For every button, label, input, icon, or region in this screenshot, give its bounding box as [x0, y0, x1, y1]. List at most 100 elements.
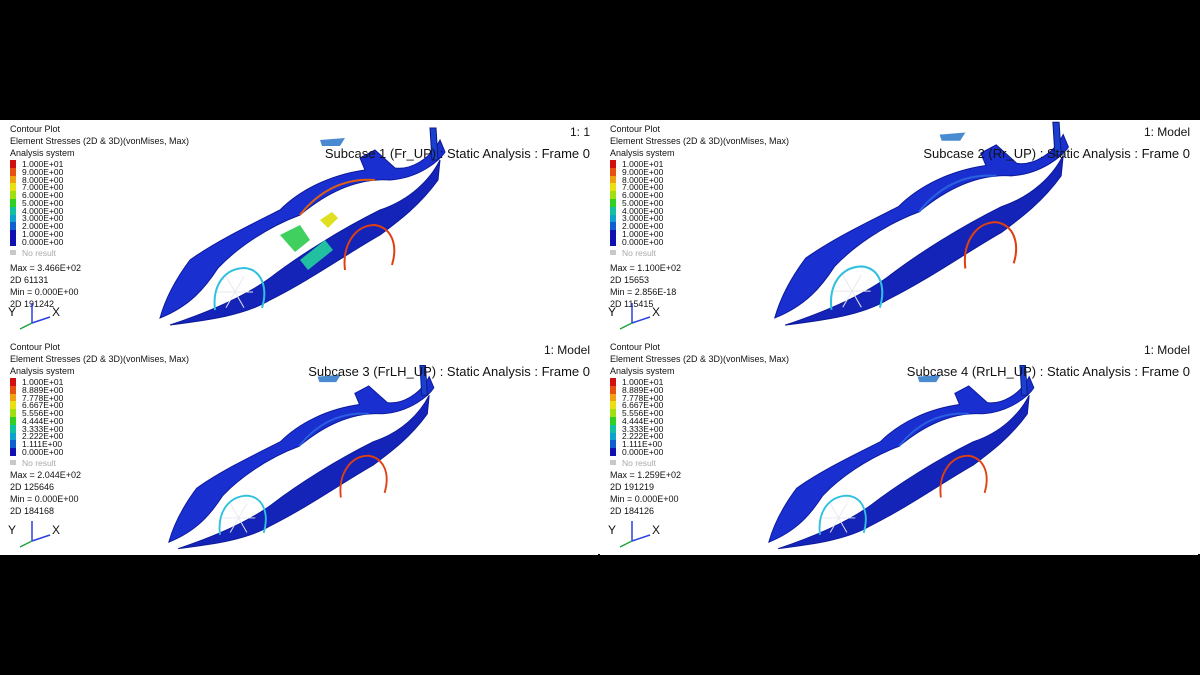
car-chassis-model[interactable]	[0, 120, 598, 337]
header-line: Analysis system	[610, 366, 675, 376]
legend-swatch	[610, 416, 616, 425]
legend-label: 0.000E+00	[22, 447, 64, 458]
mount-strut	[419, 364, 428, 396]
legend-swatch	[10, 385, 16, 394]
result-panel-subcase-2[interactable]: Contour Plot Element Stresses (2D & 3D)(…	[600, 120, 1198, 337]
legend-label: 4.444E+00	[22, 415, 64, 426]
legend-entry: 1.000E+01	[10, 378, 63, 386]
legend-entry: 8.000E+00	[610, 175, 663, 184]
model-title: 1: Model	[1143, 343, 1190, 357]
legend-label: 5.000E+00	[22, 197, 64, 208]
legend-entry: 7.000E+00	[610, 182, 664, 193]
legend-swatch	[610, 175, 616, 184]
legend-entry: 5.000E+00	[610, 199, 663, 207]
stat-line: 2D 125646	[10, 482, 55, 492]
min-max-stats: Max = 1.259E+02 2D 191219 Min = 0.000E+0…	[610, 469, 681, 517]
legend-swatch	[610, 160, 616, 168]
header-line: Analysis system	[610, 148, 675, 158]
legend-swatch	[610, 460, 616, 466]
car-chassis-model[interactable]	[600, 120, 1198, 337]
wheel-spoke	[225, 291, 236, 308]
stat-line: Min = 2.856E-18	[610, 287, 677, 297]
legend-entry: 7.778E+00	[610, 393, 663, 402]
wheel-spoke	[851, 274, 862, 292]
wheel-spoke	[829, 503, 839, 519]
contour-header: Contour Plot Element Stresses (2D & 3D)(…	[610, 123, 789, 159]
car-chassis-model[interactable]	[0, 338, 598, 555]
axis-y-label: Y	[8, 305, 17, 319]
axis-x-label: X	[652, 523, 661, 537]
subcase-title: Subcase 2 (Rr_UP) : Static Analysis : Fr…	[923, 146, 1190, 161]
header-line: Contour Plot	[10, 124, 61, 134]
model-title: 1: Model	[543, 343, 590, 357]
legend-label: 7.000E+00	[622, 182, 664, 193]
legend-label: 6.667E+00	[622, 400, 664, 411]
axis-triad-icon	[19, 303, 51, 330]
legend-entry: 6.667E+00	[10, 401, 63, 410]
legend-label: No result	[622, 457, 657, 468]
legend-entry: 4.000E+00	[10, 206, 63, 215]
contour-header: Contour Plot Element Stresses (2D & 3D)(…	[10, 123, 189, 159]
chassis-body	[168, 364, 435, 550]
legend-label: 1.111E+00	[22, 439, 63, 450]
legend-swatch	[10, 424, 16, 433]
legend-entry: 8.889E+00	[610, 385, 663, 394]
wheel-arch	[939, 454, 988, 498]
legend-entry: 8.000E+00	[10, 175, 63, 184]
legend-entry: 2.222E+00	[610, 432, 663, 441]
legend-swatch	[610, 424, 616, 433]
legend-swatch	[10, 206, 16, 215]
legend-swatch	[10, 222, 16, 231]
legend-label: 0.000E+00	[22, 236, 64, 247]
wheel-spoke	[238, 517, 248, 533]
legend-entry: 1.000E+01	[610, 378, 663, 386]
mount-strut	[1052, 121, 1062, 156]
stat-line: Max = 1.259E+02	[610, 470, 682, 480]
axis-triad-icon	[619, 303, 651, 330]
legend-swatch	[610, 393, 616, 402]
result-panel-subcase-1[interactable]: Contour Plot Element Stresses (2D & 3D)(…	[0, 120, 598, 337]
legend-swatch	[10, 175, 16, 184]
stress-hotspot	[300, 240, 333, 270]
legend-entry: 3.333E+00	[610, 423, 664, 434]
roll-hoop	[898, 412, 969, 447]
legend-entry: 9.000E+00	[10, 167, 63, 176]
legend-no-result: No result	[610, 458, 663, 468]
legend-label: 1.000E+00	[622, 229, 664, 240]
min-max-stats: Max = 2.044E+02 2D 125646 Min = 0.000E+0…	[10, 469, 81, 517]
wheel-arch	[218, 494, 267, 535]
legend-swatch	[610, 183, 616, 192]
legend-entry: 1.000E+01	[10, 160, 63, 168]
legend-entry: 4.000E+00	[610, 206, 663, 215]
legend-swatch	[10, 167, 16, 176]
legend-swatch	[10, 409, 16, 417]
legend-entry: 5.556E+00	[610, 409, 663, 417]
header-line: Analysis system	[10, 148, 75, 158]
wheel-arch	[963, 221, 1018, 269]
legend-entry: 3.333E+00	[10, 424, 63, 433]
result-panel-subcase-3[interactable]: Contour Plot Element Stresses (2D & 3D)(…	[0, 338, 598, 555]
car-chassis-model[interactable]	[600, 338, 1198, 555]
wheel-spoke	[229, 517, 239, 533]
legend-entry: 3.000E+00	[610, 213, 664, 224]
stress-hotspot	[280, 225, 310, 252]
legend-entry: 4.444E+00	[10, 417, 63, 425]
chassis-floor	[169, 159, 441, 326]
wheel-arch	[213, 266, 266, 311]
mount-strut	[429, 127, 439, 161]
legend-entry: 5.556E+00	[10, 409, 63, 417]
contour-header: Contour Plot Element Stresses (2D & 3D)(…	[610, 341, 789, 377]
legend-swatch	[610, 198, 616, 207]
wheel-spoke	[234, 291, 245, 308]
legend-entry: 5.000E+00	[10, 199, 63, 207]
legend-swatch	[610, 230, 616, 238]
viewport-grid: Contour Plot Element Stresses (2D & 3D)(…	[0, 120, 1200, 555]
result-panel-subcase-4[interactable]: Contour Plot Element Stresses (2D & 3D)(…	[600, 338, 1198, 555]
legend-label: 3.333E+00	[622, 423, 664, 434]
legend-label: 3.000E+00	[622, 213, 664, 224]
axis-triad-icon	[19, 521, 51, 548]
stat-line: 2D 184126	[610, 506, 655, 516]
wheel-spoke	[842, 274, 853, 292]
